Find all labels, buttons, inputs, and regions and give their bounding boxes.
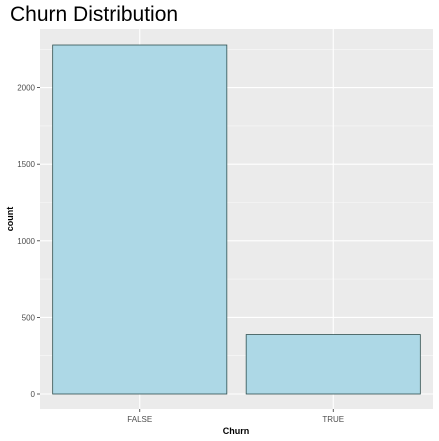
y-tick-label: 2000 <box>17 84 35 93</box>
x-tick-label: TRUE <box>322 415 344 424</box>
y-tick-label: 1000 <box>17 237 35 246</box>
bar-false <box>52 44 228 395</box>
x-axis-title: Churn <box>223 426 250 436</box>
y-axis: 0 500 1000 1500 2000 <box>17 84 40 399</box>
x-axis: FALSE TRUE <box>127 409 344 424</box>
chart-title: Churn Distribution <box>10 3 178 26</box>
y-tick-label: 500 <box>22 313 36 322</box>
bar-true <box>245 334 421 395</box>
y-tick-label: 1500 <box>17 160 35 169</box>
bars <box>52 44 421 395</box>
y-tick-label: 0 <box>31 390 36 399</box>
x-tick-label: FALSE <box>127 415 152 424</box>
y-axis-title: count <box>5 207 15 232</box>
